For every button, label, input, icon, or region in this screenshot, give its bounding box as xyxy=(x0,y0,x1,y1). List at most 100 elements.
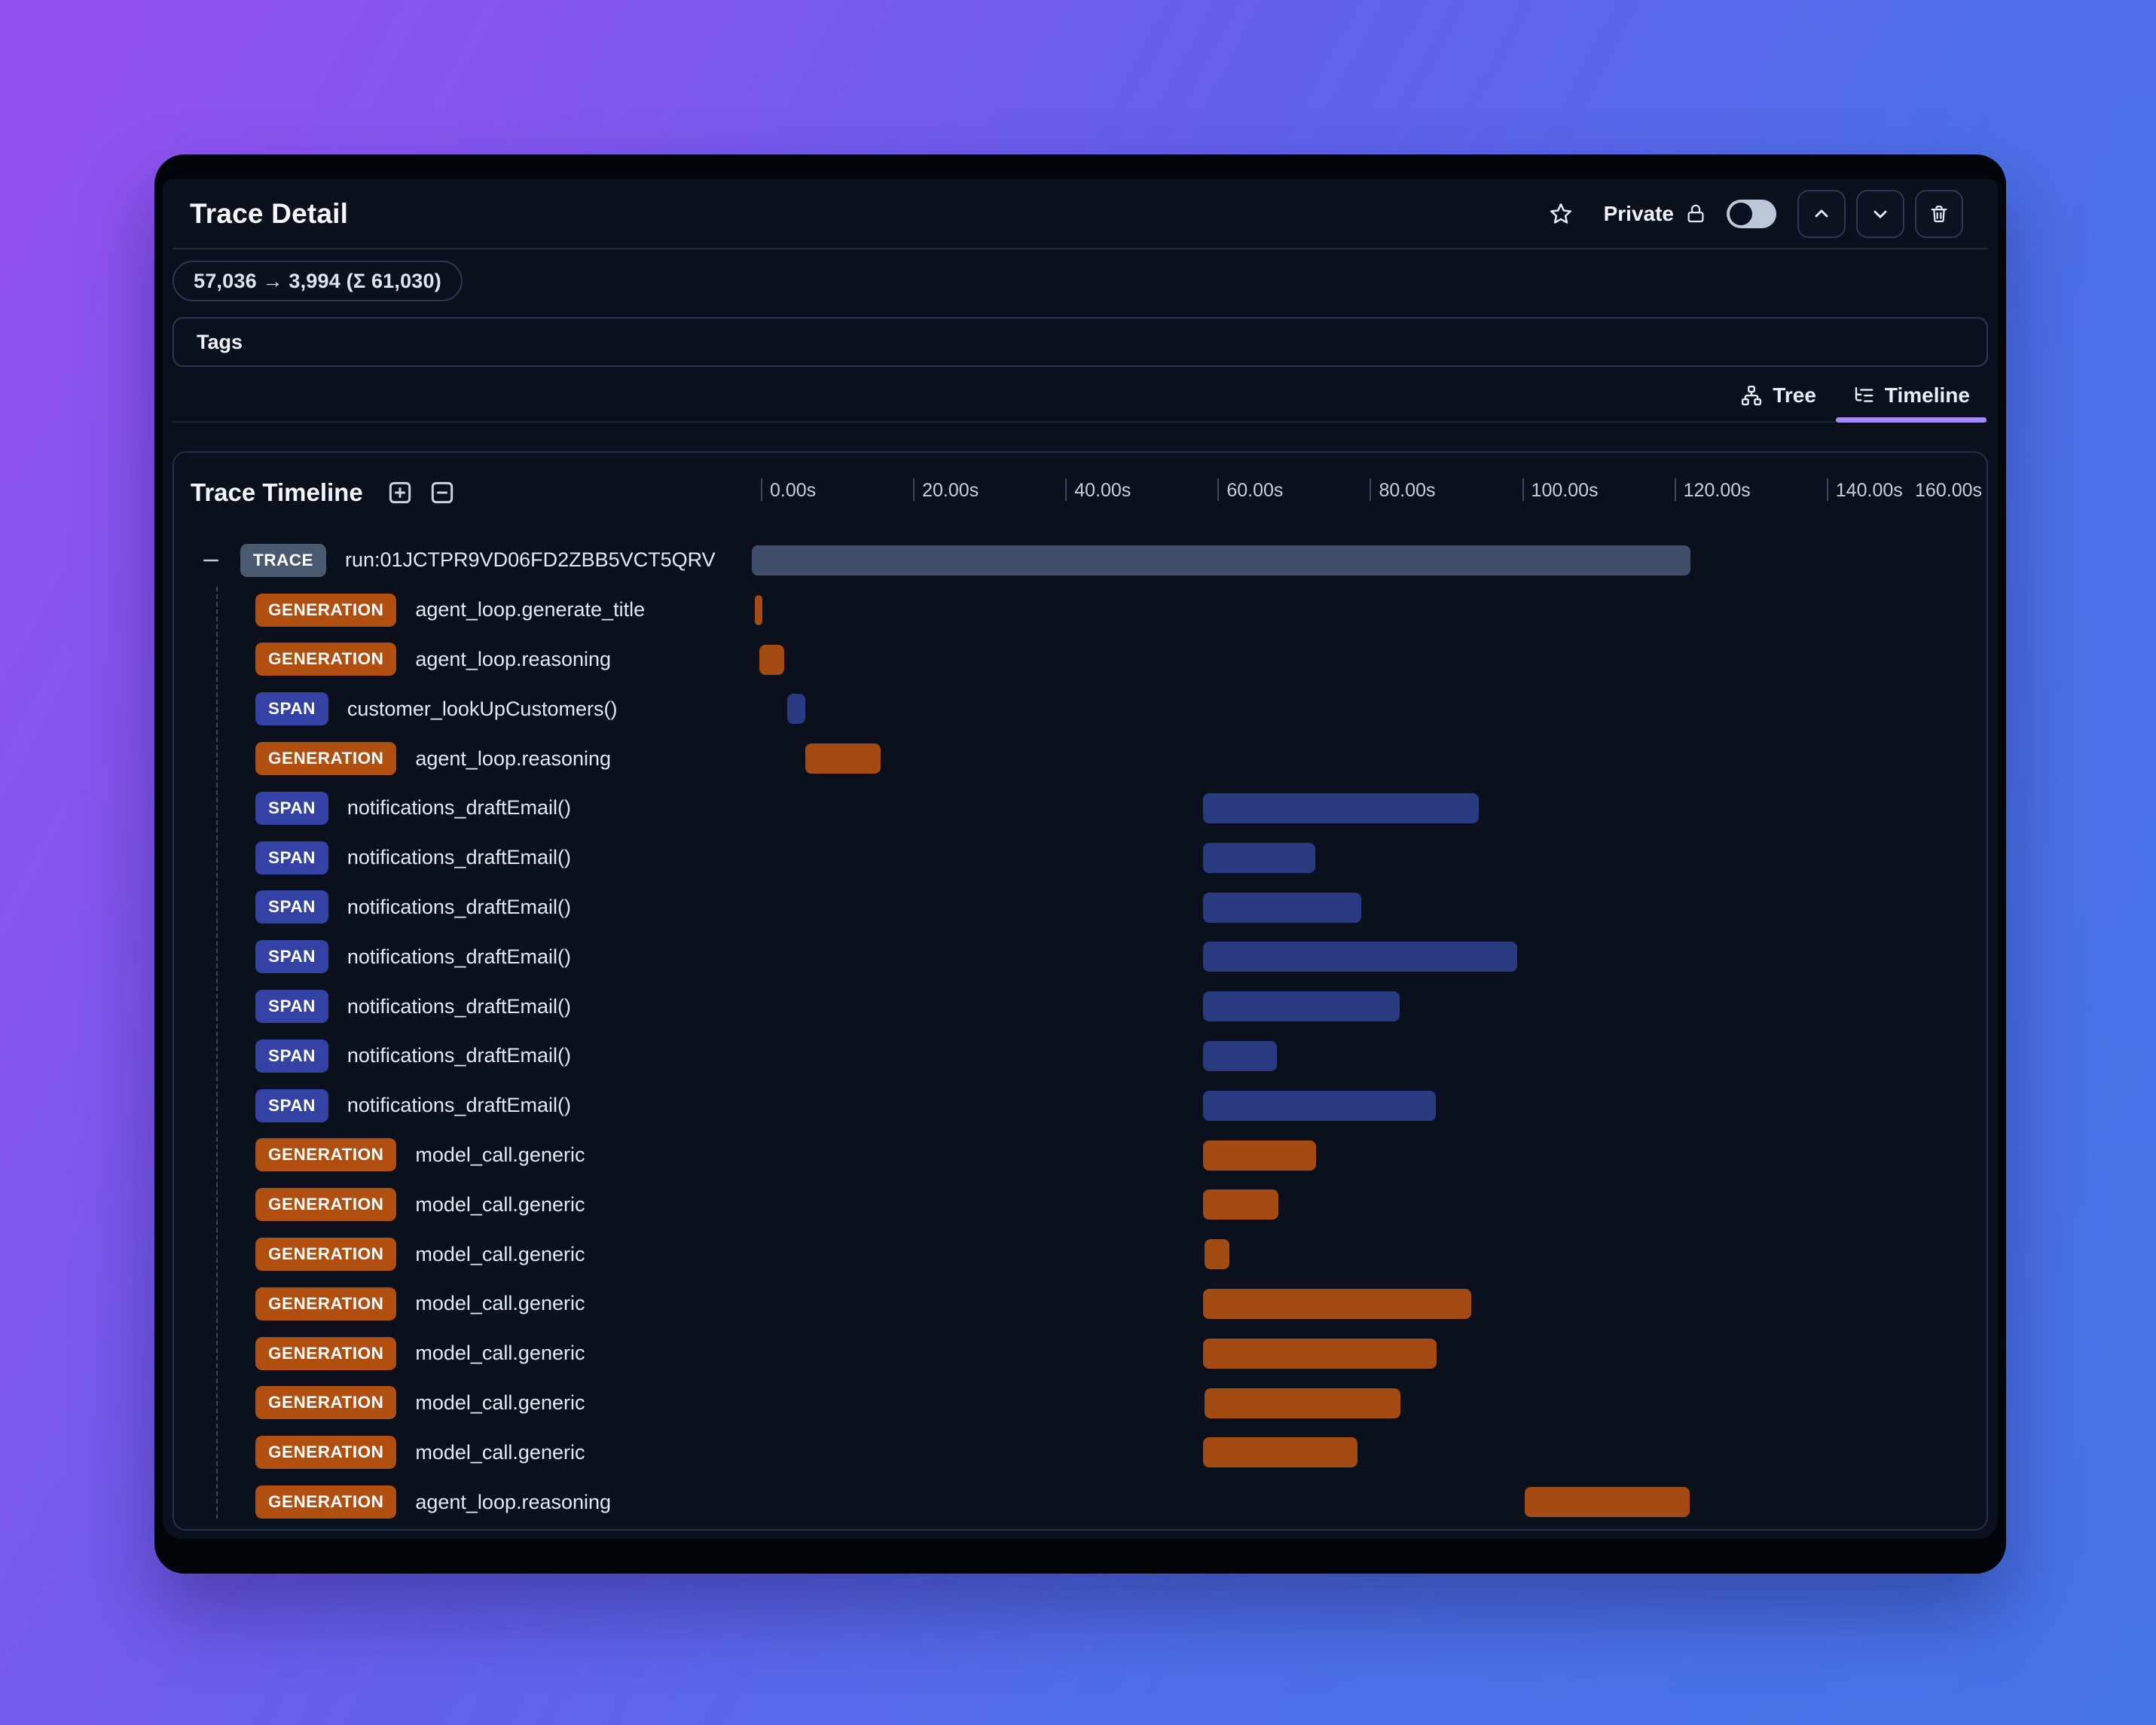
timeline-bar[interactable] xyxy=(759,644,784,675)
tags-input[interactable]: Tags xyxy=(173,317,1988,367)
bookmark-star-button[interactable] xyxy=(1548,201,1574,227)
axis-tick-line xyxy=(1522,478,1524,501)
timeline-row[interactable]: GENERATION agent_loop.reasoning xyxy=(174,1477,1987,1527)
timeline-track xyxy=(752,1427,1987,1477)
timeline-bar[interactable] xyxy=(1202,792,1480,823)
observation-type-badge: GENERATION xyxy=(255,643,397,676)
timeline-row[interactable]: GENERATION model_call.generic xyxy=(174,1329,1987,1378)
timeline-row[interactable]: SPAN customer_lookUpCustomers() xyxy=(174,684,1987,734)
observation-info[interactable]: GENERATION model_call.generic xyxy=(174,1329,752,1378)
timeline-row[interactable]: SPAN notifications_draftEmail() xyxy=(174,1031,1987,1081)
axis-tick-line xyxy=(761,478,762,501)
timeline-bar[interactable] xyxy=(1202,991,1400,1022)
timeline-track xyxy=(752,1229,1987,1279)
observation-info[interactable]: SPAN notifications_draftEmail() xyxy=(174,883,752,933)
observation-info[interactable]: SPAN customer_lookUpCustomers() xyxy=(174,684,752,734)
observation-info[interactable]: SPAN notifications_draftEmail() xyxy=(174,833,752,883)
collapse-row-toggle[interactable] xyxy=(201,551,221,570)
timeline-row[interactable]: SPAN notifications_draftEmail() xyxy=(174,1081,1987,1131)
observation-type-badge: SPAN xyxy=(255,1088,328,1122)
timeline-bar[interactable] xyxy=(1202,942,1517,972)
timeline-track xyxy=(752,833,1987,883)
trace-timeline-panel: Trace Timeline 160.00s 0.00s 20.00s 40.0 xyxy=(173,451,1988,1531)
timeline-track xyxy=(752,1131,1987,1180)
observation-info[interactable]: SPAN notifications_draftEmail() xyxy=(174,783,752,833)
timeline-row[interactable]: TRACE run:01JCTPR9VD06FD2ZBB5VCT5QRV xyxy=(174,536,1987,585)
timeline-bar[interactable] xyxy=(1202,1040,1278,1071)
timeline-row[interactable]: SPAN notifications_draftEmail() xyxy=(174,783,1987,833)
observation-name: agent_loop.reasoning xyxy=(415,1490,612,1513)
timeline-row[interactable]: GENERATION model_call.generic xyxy=(174,1279,1987,1329)
observation-name: notifications_draftEmail() xyxy=(347,895,571,918)
timeline-row[interactable]: SPAN notifications_draftEmail() xyxy=(174,932,1987,982)
timeline-bar[interactable] xyxy=(1204,1388,1401,1418)
collapse-all-button[interactable] xyxy=(428,478,457,507)
timeline-row[interactable]: GENERATION model_call.generic xyxy=(174,1229,1987,1279)
observation-info[interactable]: GENERATION model_call.generic xyxy=(174,1180,752,1229)
timeline-bar[interactable] xyxy=(752,545,1691,576)
app-header: Trace Detail Private xyxy=(163,179,1998,248)
timeline-bar[interactable] xyxy=(1202,892,1362,923)
observation-info[interactable]: GENERATION agent_loop.reasoning xyxy=(174,635,752,685)
trace-detail-app: Trace Detail Private xyxy=(163,179,1998,1539)
tab-timeline-label: Timeline xyxy=(1884,383,1970,407)
observation-type-badge: SPAN xyxy=(255,1039,328,1073)
observation-info[interactable]: GENERATION model_call.generic xyxy=(174,1229,752,1279)
timeline-row[interactable]: SPAN notifications_draftEmail() xyxy=(174,982,1987,1031)
timeline-bar[interactable] xyxy=(755,594,763,625)
observation-info[interactable]: SPAN notifications_draftEmail() xyxy=(174,932,752,982)
delete-trace-button[interactable] xyxy=(1915,189,1963,238)
timeline-bar[interactable] xyxy=(805,743,881,774)
privacy-toggle[interactable] xyxy=(1727,199,1776,228)
observation-type-badge: GENERATION xyxy=(255,1485,397,1519)
timeline-row[interactable]: GENERATION agent_loop.generate_title xyxy=(174,585,1987,635)
observation-type-badge: GENERATION xyxy=(255,1287,397,1320)
observation-info[interactable]: GENERATION model_call.generic xyxy=(174,1279,752,1329)
timeline-bar[interactable] xyxy=(1202,1140,1317,1171)
observation-name: run:01JCTPR9VD06FD2ZBB5VCT5QRV xyxy=(345,548,716,572)
timeline-row[interactable]: GENERATION model_call.generic xyxy=(174,1131,1987,1180)
timeline-bar[interactable] xyxy=(1202,1090,1437,1121)
observation-name: model_call.generic xyxy=(415,1143,585,1166)
observation-info[interactable]: GENERATION model_call.generic xyxy=(174,1378,752,1428)
tab-timeline[interactable]: Timeline xyxy=(1834,377,1988,423)
timeline-bar[interactable] xyxy=(1204,1239,1230,1270)
observation-info[interactable]: SPAN notifications_draftEmail() xyxy=(174,982,752,1031)
timeline-bar[interactable] xyxy=(1202,1189,1279,1220)
axis-tick-label: 0.00s xyxy=(770,480,817,501)
observation-name: model_call.generic xyxy=(415,1292,585,1315)
timeline-bar[interactable] xyxy=(1202,1338,1437,1369)
observation-info[interactable]: GENERATION agent_loop.reasoning xyxy=(174,734,752,783)
timeline-row[interactable]: GENERATION model_call.generic xyxy=(174,1180,1987,1229)
timeline-row[interactable]: GENERATION agent_loop.reasoning xyxy=(174,734,1987,783)
observation-info[interactable]: SPAN notifications_draftEmail() xyxy=(174,1031,752,1081)
timeline-row[interactable]: GENERATION model_call.generic xyxy=(174,1378,1987,1428)
timeline-bar[interactable] xyxy=(1202,842,1316,873)
timeline-row[interactable]: GENERATION model_call.generic xyxy=(174,1427,1987,1477)
observation-name: agent_loop.reasoning xyxy=(415,647,612,670)
observation-type-badge: GENERATION xyxy=(255,1336,397,1370)
previous-item-button[interactable] xyxy=(1797,189,1846,238)
timeline-track xyxy=(752,932,1987,982)
observation-info[interactable]: TRACE run:01JCTPR9VD06FD2ZBB5VCT5QRV xyxy=(174,536,752,585)
tab-tree[interactable]: Tree xyxy=(1722,377,1834,421)
observation-info[interactable]: GENERATION model_call.generic xyxy=(174,1427,752,1477)
observation-info[interactable]: GENERATION model_call.generic xyxy=(174,1131,752,1180)
timeline-bar[interactable] xyxy=(1202,1437,1358,1468)
observation-type-badge: SPAN xyxy=(255,841,328,875)
timeline-row[interactable]: SPAN notifications_draftEmail() xyxy=(174,833,1987,883)
timeline-bar[interactable] xyxy=(1525,1487,1690,1518)
timeline-row[interactable]: SPAN notifications_draftEmail() xyxy=(174,883,1987,933)
expand-all-button[interactable] xyxy=(386,478,414,507)
timeline-row[interactable]: GENERATION agent_loop.reasoning xyxy=(174,635,1987,685)
observation-info[interactable]: SPAN notifications_draftEmail() xyxy=(174,1081,752,1131)
axis-tick-line xyxy=(1217,478,1220,501)
next-item-button[interactable] xyxy=(1856,189,1904,238)
header-controls: Private xyxy=(1548,189,1963,238)
observation-info[interactable]: GENERATION agent_loop.reasoning xyxy=(174,1477,752,1527)
observation-name: notifications_draftEmail() xyxy=(347,796,571,820)
observation-info[interactable]: GENERATION agent_loop.generate_title xyxy=(174,585,752,635)
timeline-bar[interactable] xyxy=(786,694,806,725)
timeline-bar[interactable] xyxy=(1202,1288,1471,1319)
observation-type-badge: TRACE xyxy=(240,543,326,577)
